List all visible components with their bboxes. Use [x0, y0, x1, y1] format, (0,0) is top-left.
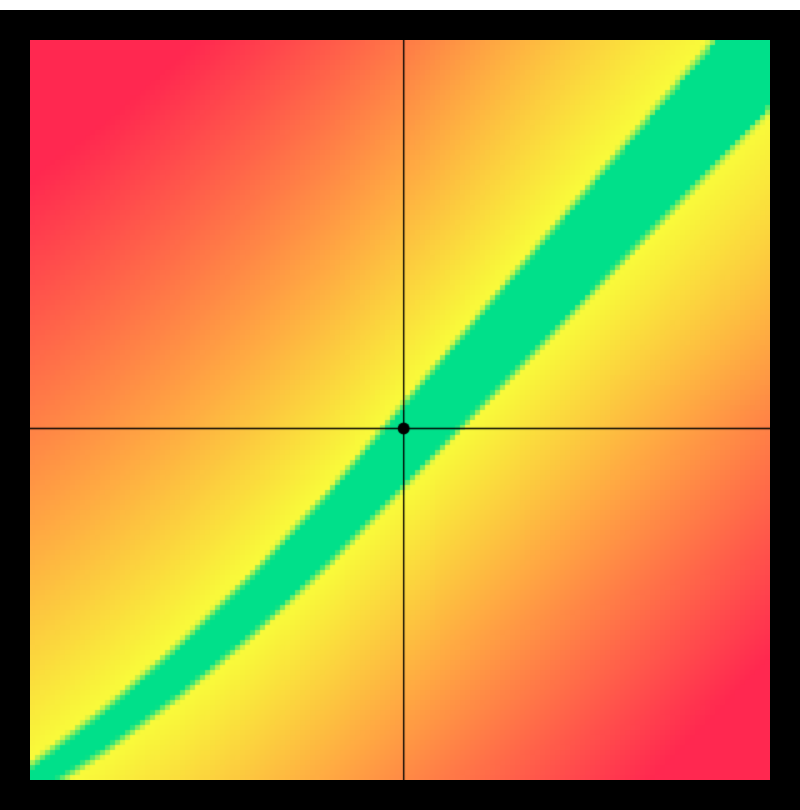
bottleneck-heatmap — [0, 0, 800, 800]
border-right — [770, 40, 800, 780]
chart-container: TheBottleneck.com — [0, 0, 800, 800]
border-left — [0, 40, 30, 780]
border-bottom — [0, 780, 800, 810]
border-top — [0, 10, 800, 40]
